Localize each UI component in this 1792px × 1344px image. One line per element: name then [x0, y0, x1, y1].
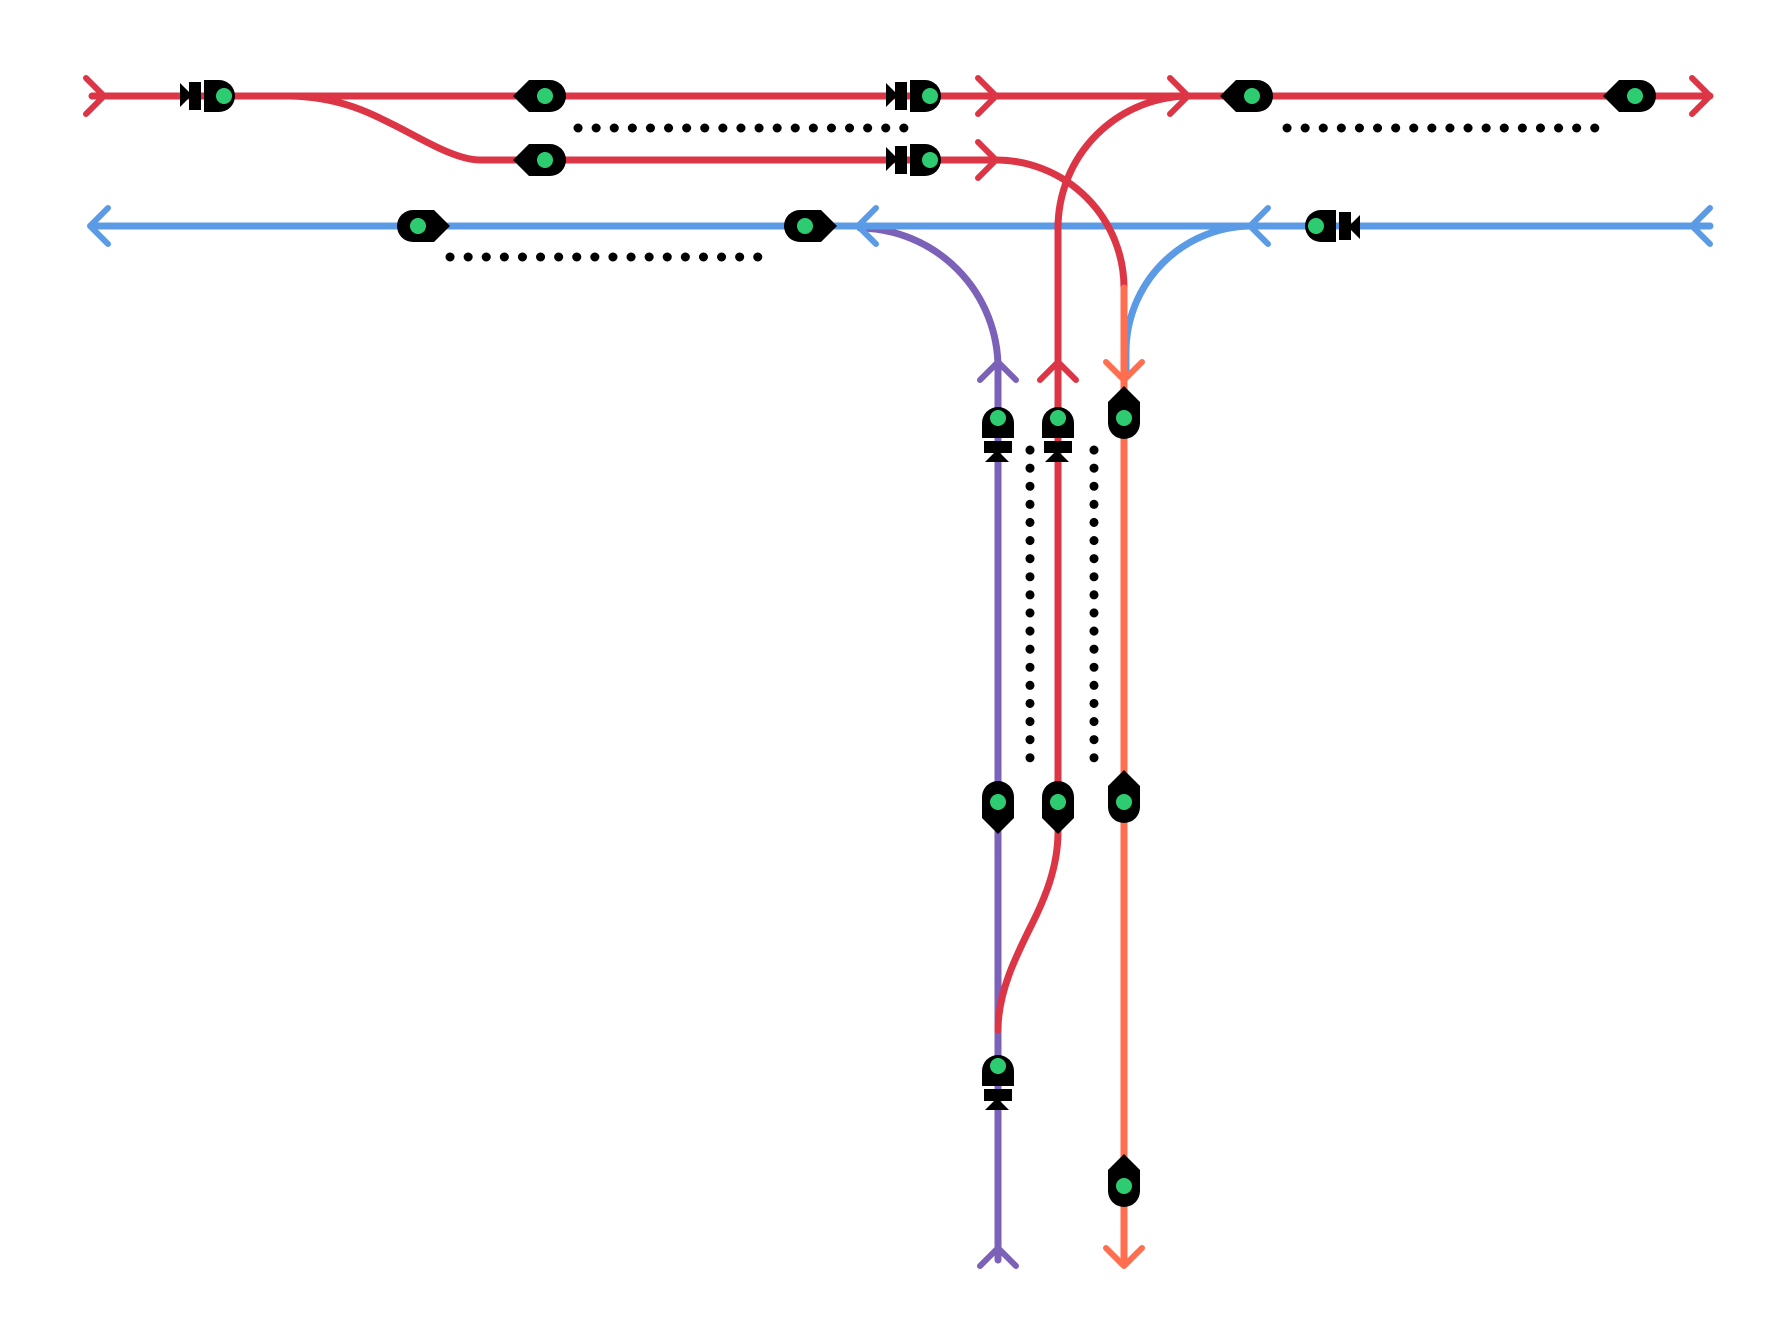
signal-icon[interactable]: [1603, 80, 1656, 112]
track-end-arrow-icon[interactable]: [977, 359, 1019, 383]
track-end-arrow-icon[interactable]: [1103, 359, 1145, 383]
signals: [180, 80, 1656, 1207]
purple-south-branch: [856, 224, 1002, 1264]
signal-icon[interactable]: [886, 144, 941, 176]
track-end-arrow-icon[interactable]: [1689, 205, 1713, 247]
signal-icon[interactable]: [784, 210, 837, 242]
signal-icon[interactable]: [180, 80, 235, 112]
signal-icon[interactable]: [886, 80, 941, 112]
track-end-arrow-icon[interactable]: [855, 205, 879, 247]
track-end-arrow-icon[interactable]: [975, 139, 999, 181]
track-end-arrow-icon[interactable]: [1247, 205, 1271, 247]
blue-curve-to-south: [1122, 222, 1256, 374]
track-end-arrows: [83, 75, 1713, 1269]
signal-icon[interactable]: [1305, 210, 1360, 242]
platform-lines: [445, 123, 1615, 779]
red-loop-curve: [984, 156, 1128, 292]
track-end-arrow-icon[interactable]: [87, 205, 111, 247]
signal-icon[interactable]: [982, 1055, 1014, 1110]
signal-icon[interactable]: [982, 781, 1014, 834]
track-end-arrow-icon[interactable]: [1103, 1245, 1145, 1269]
signal-icon[interactable]: [1108, 770, 1140, 823]
signal-icon[interactable]: [1220, 80, 1273, 112]
track-end-arrow-icon[interactable]: [1167, 75, 1191, 117]
signal-icon[interactable]: [982, 407, 1014, 462]
signal-icon[interactable]: [1042, 781, 1074, 834]
track-end-arrow-icon[interactable]: [977, 1245, 1019, 1269]
track-end-arrow-icon[interactable]: [1689, 75, 1713, 117]
signal-icon[interactable]: [1042, 407, 1074, 462]
track-end-arrow-icon[interactable]: [975, 75, 999, 117]
red-loop: [286, 92, 992, 164]
track-end-arrow-icon[interactable]: [83, 75, 107, 117]
signal-icon[interactable]: [513, 80, 566, 112]
signal-icon[interactable]: [1108, 1154, 1140, 1207]
tracks: [88, 92, 1714, 1264]
signal-icon[interactable]: [513, 144, 566, 176]
signal-icon[interactable]: [397, 210, 450, 242]
track-end-arrow-icon[interactable]: [1037, 359, 1079, 383]
signal-icon[interactable]: [1108, 386, 1140, 439]
